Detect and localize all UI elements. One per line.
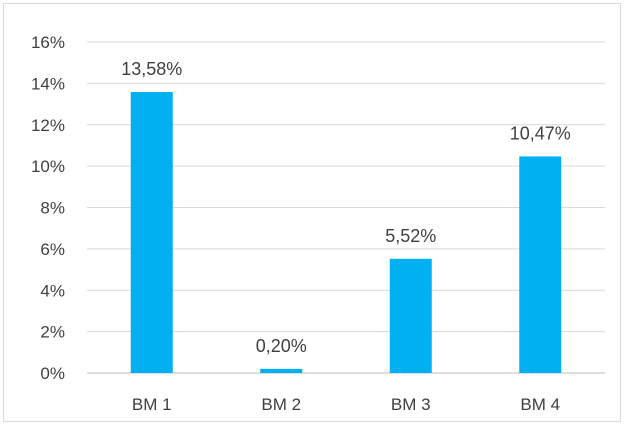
y-tick-label: 12%: [31, 116, 65, 135]
y-tick-label: 6%: [40, 240, 65, 259]
y-axis-ticks: 0% 2% 4% 6% 8% 10% 12% 14% 16%: [31, 33, 65, 383]
y-tick-label: 8%: [40, 199, 65, 218]
bars: [130, 92, 562, 373]
x-tick-label: BM 2: [261, 395, 301, 414]
y-tick-label: 0%: [40, 364, 65, 383]
bar: [260, 368, 303, 373]
y-tick-label: 2%: [40, 323, 65, 342]
y-tick-label: 14%: [31, 74, 65, 93]
x-tick-label: BM 3: [391, 395, 431, 414]
data-label: 0,20%: [256, 336, 307, 356]
y-tick-label: 10%: [31, 157, 65, 176]
bar: [519, 156, 562, 373]
chart-frame: [3, 3, 621, 422]
data-label: 10,47%: [510, 123, 571, 143]
x-tick-label: BM 1: [132, 395, 172, 414]
data-label: 5,52%: [385, 226, 436, 246]
gridlines: [87, 41, 605, 374]
y-tick-label: 16%: [31, 33, 65, 52]
data-label: 13,58%: [121, 59, 182, 79]
bar: [130, 92, 173, 373]
x-tick-label: BM 4: [520, 395, 560, 414]
y-tick-label: 4%: [40, 281, 65, 300]
x-axis-ticks: BM 1 BM 2 BM 3 BM 4: [132, 395, 560, 414]
data-labels: 13,58% 0,20% 5,52% 10,47%: [121, 59, 571, 356]
bar: [389, 258, 432, 373]
